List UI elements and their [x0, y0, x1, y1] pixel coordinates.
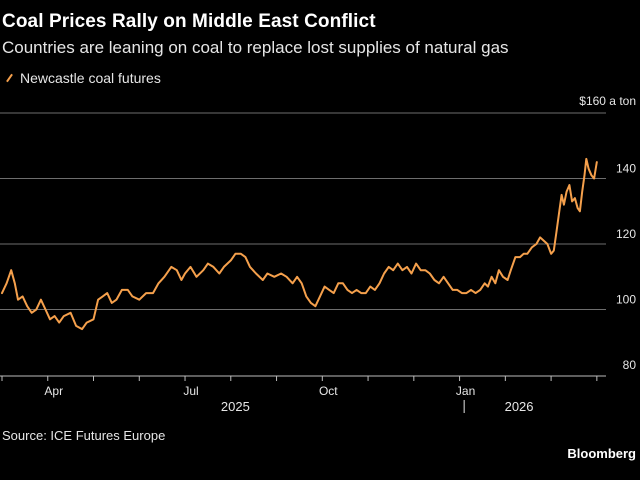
legend-label: Newcastle coal futures	[20, 70, 161, 86]
source-note: Source: ICE Futures Europe	[2, 428, 166, 443]
y-tick-label-100: 100	[616, 293, 636, 307]
x-tick-label-apr: Apr	[44, 384, 63, 398]
y-tick-label-160: $160 a ton	[579, 94, 636, 108]
series-layer	[1, 157, 598, 331]
y-axis: 80 100 120 140 $160 a ton	[579, 94, 636, 372]
x-tick-label-oct: Oct	[319, 384, 338, 398]
legend: Newcastle coal futures	[2, 70, 161, 86]
gridlines	[0, 112, 606, 310]
x-tick-label-jan: Jan	[456, 384, 475, 398]
y-tick-label-140: 140	[616, 162, 636, 176]
chart-title: Coal Prices Rally on Middle East Conflic…	[2, 11, 376, 32]
x-tick-label-jul: Jul	[183, 384, 198, 398]
year-label-2026: 2026	[505, 399, 534, 414]
series-line-newcastle-coal-futures	[1, 157, 598, 331]
brand-logo: Bloomberg	[567, 446, 636, 461]
chart-subtitle: Countries are leaning on coal to replace…	[2, 38, 509, 57]
year-label-2025: 2025	[221, 399, 250, 414]
y-tick-label-80: 80	[623, 358, 637, 372]
x-axis: Apr Jul Oct Jan 2025 2026	[0, 375, 606, 414]
y-tick-label-120: 120	[616, 227, 636, 241]
